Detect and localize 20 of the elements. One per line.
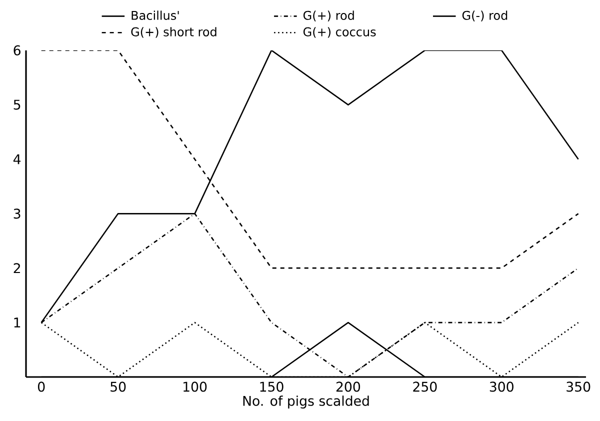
y-tick-label: 2 bbox=[14, 263, 20, 274]
legend-label: G(+) rod bbox=[303, 10, 354, 22]
x-tick-label: 200 bbox=[336, 382, 360, 392]
x-tick-label: 250 bbox=[413, 382, 437, 392]
y-tick-label: 4 bbox=[13, 154, 21, 164]
legend-label: Bacillus' bbox=[132, 10, 179, 20]
x-tick-label: 350 bbox=[566, 382, 590, 392]
x-tick-label: 50 bbox=[110, 382, 126, 392]
y-tick-label: 3 bbox=[14, 208, 20, 219]
y-tick-label: 5 bbox=[14, 100, 20, 110]
y-tick-label: 6 bbox=[14, 45, 20, 56]
legend-label: G(+) coccus bbox=[303, 27, 376, 38]
y-tick-label: 1 bbox=[14, 318, 20, 328]
x-tick-label: 150 bbox=[260, 382, 284, 392]
x-axis-title: No. of pigs scalded bbox=[243, 396, 369, 409]
legend-label: G(-) rod bbox=[462, 10, 508, 22]
x-tick-label: 300 bbox=[490, 382, 514, 392]
x-tick-label: 0 bbox=[38, 382, 45, 392]
x-tick-label: 100 bbox=[184, 382, 207, 392]
legend-label: G(+) short rod bbox=[131, 27, 216, 38]
